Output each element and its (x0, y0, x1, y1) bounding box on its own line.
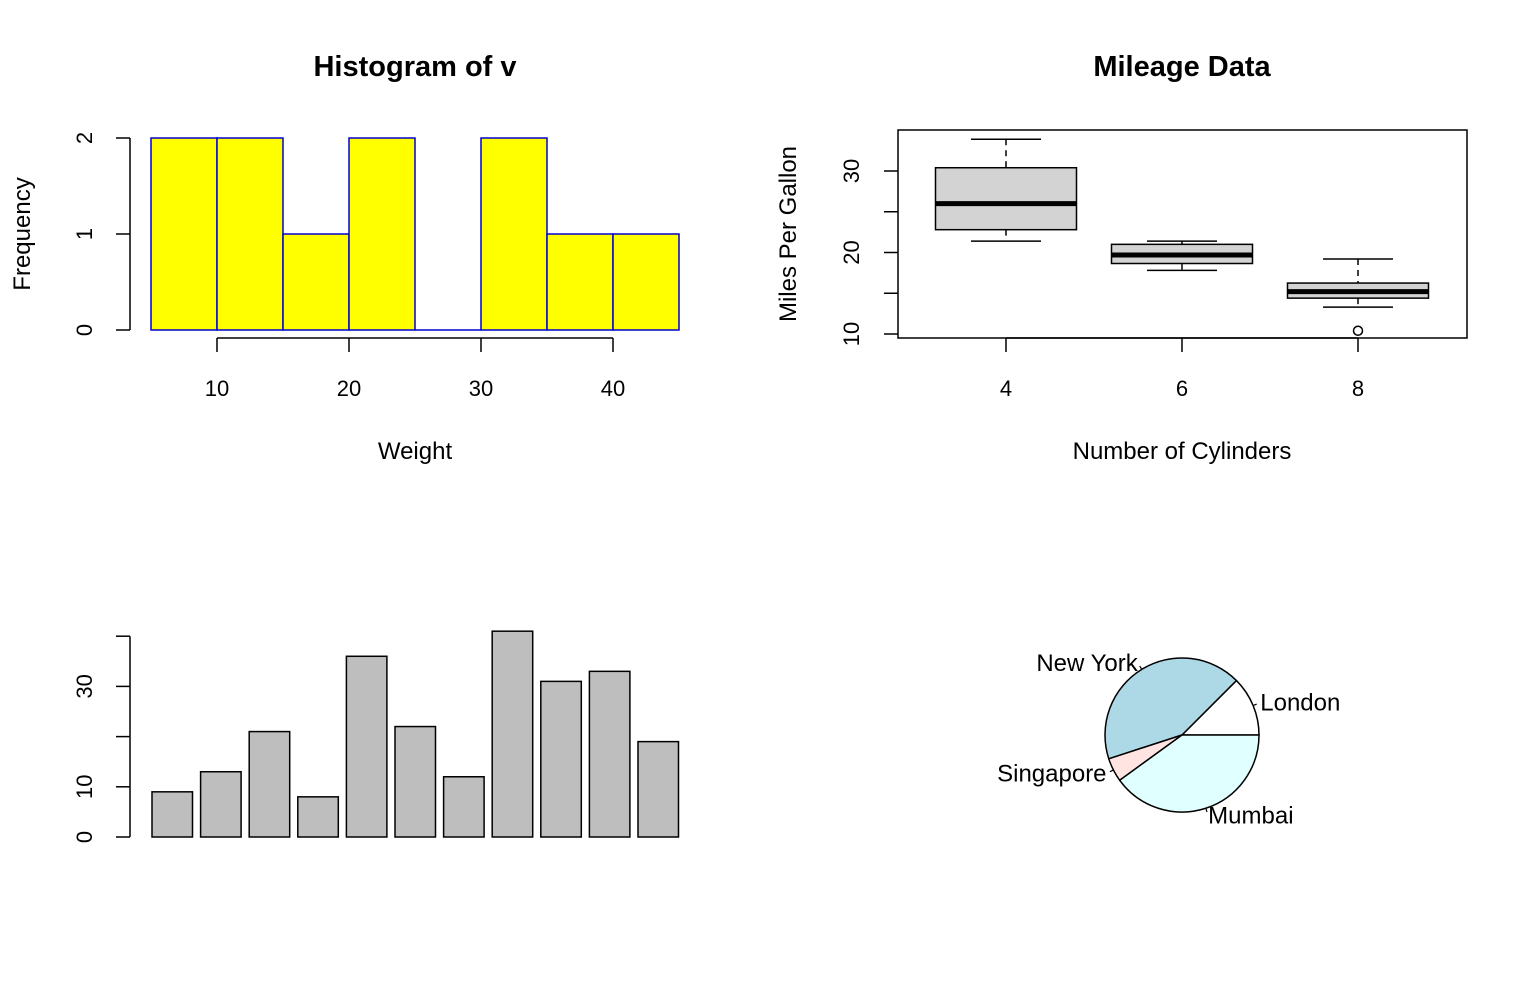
histogram-title: Histogram of v (313, 51, 516, 83)
histogram-bar (150, 137, 218, 331)
pie-labels: London New York Singapore Mumbai (997, 650, 1340, 830)
histogram-bar (282, 233, 350, 331)
pie-slices (1104, 657, 1260, 813)
boxplot-title: Mileage Data (1093, 51, 1271, 83)
histogram-ylabel: Frequency (9, 177, 36, 290)
histogram-bar (480, 137, 548, 331)
boxplot-xlabel: Number of Cylinders (1073, 438, 1292, 465)
histogram-y-tick-label: 1 (72, 228, 97, 240)
pie-label-leader (1205, 808, 1208, 813)
histogram-bar (612, 233, 680, 331)
histogram-bar (348, 137, 416, 331)
histogram-y-tick-label: 2 (72, 132, 97, 144)
histogram-x-tick-label: 10 (205, 376, 229, 401)
boxplot-x-tick-label: 6 (1176, 376, 1188, 401)
barplot-bar (588, 670, 631, 838)
boxplot-axes: 4 6 8 10 20 30 (839, 159, 1364, 401)
histogram-bar (216, 137, 284, 331)
histogram-x-tick-label: 30 (469, 376, 493, 401)
barplot-bar (491, 630, 534, 838)
histogram-panel: Histogram of v Weight Frequency 10 20 30 40… (9, 51, 680, 465)
pie-panel: London New York Singapore Mumbai (997, 650, 1340, 830)
barplot-bar (637, 740, 680, 838)
barplot-bars (151, 630, 680, 838)
barplot-bar (345, 655, 388, 838)
barplot-y-tick-label: 30 (72, 674, 97, 698)
pie-slice (1180, 679, 1260, 736)
histogram-x-tick-label: 20 (337, 376, 361, 401)
pie-label: New York (1036, 650, 1138, 677)
barplot-y-tick-label: 10 (72, 775, 97, 799)
boxplot-y-tick-label: 20 (839, 240, 864, 264)
barplot-bar (297, 796, 340, 838)
pie-label: Mumbai (1208, 803, 1293, 830)
boxplot-outlier (1352, 325, 1364, 336)
histogram-x-tick-label: 40 (601, 376, 625, 401)
pie-label: London (1260, 690, 1340, 717)
barplot-bar (540, 680, 583, 838)
barplot-bar (151, 791, 194, 838)
pie-slice (1118, 734, 1260, 813)
boxplot-boxes (934, 138, 1430, 336)
pie-slice (1104, 657, 1238, 760)
barplot-bar (394, 725, 437, 838)
histogram-axes: 10 20 30 40 0 1 2 (72, 132, 625, 401)
pie-label-leader (1109, 769, 1114, 773)
barplot-bar (442, 776, 485, 838)
barplot-bar (248, 730, 291, 838)
histogram-xlabel: Weight (378, 438, 453, 465)
barplot-axes: 0 10 30 (72, 635, 131, 843)
boxplot-ylabel: Miles Per Gallon (775, 146, 802, 322)
pie-label-leader (1139, 665, 1143, 670)
pie-label: Singapore (997, 760, 1106, 787)
pie-label-leader (1252, 703, 1257, 707)
barplot-y-tick-label: 0 (72, 831, 97, 843)
barplot-bar (199, 770, 242, 838)
boxplot-x-tick-label: 4 (1000, 376, 1012, 401)
boxplot-box (934, 166, 1078, 231)
boxplot-panel: Mileage Data Number of Cylinders Miles P… (775, 51, 1468, 465)
histogram-bar (546, 233, 614, 331)
histogram-bars (150, 137, 680, 331)
boxplot-x-tick-label: 8 (1352, 376, 1364, 401)
barplot-panel: 0 10 30 (72, 630, 680, 843)
histogram-y-tick-label: 0 (72, 324, 97, 336)
boxplot-y-tick-label: 10 (839, 322, 864, 346)
boxplot-y-tick-label: 30 (839, 159, 864, 183)
